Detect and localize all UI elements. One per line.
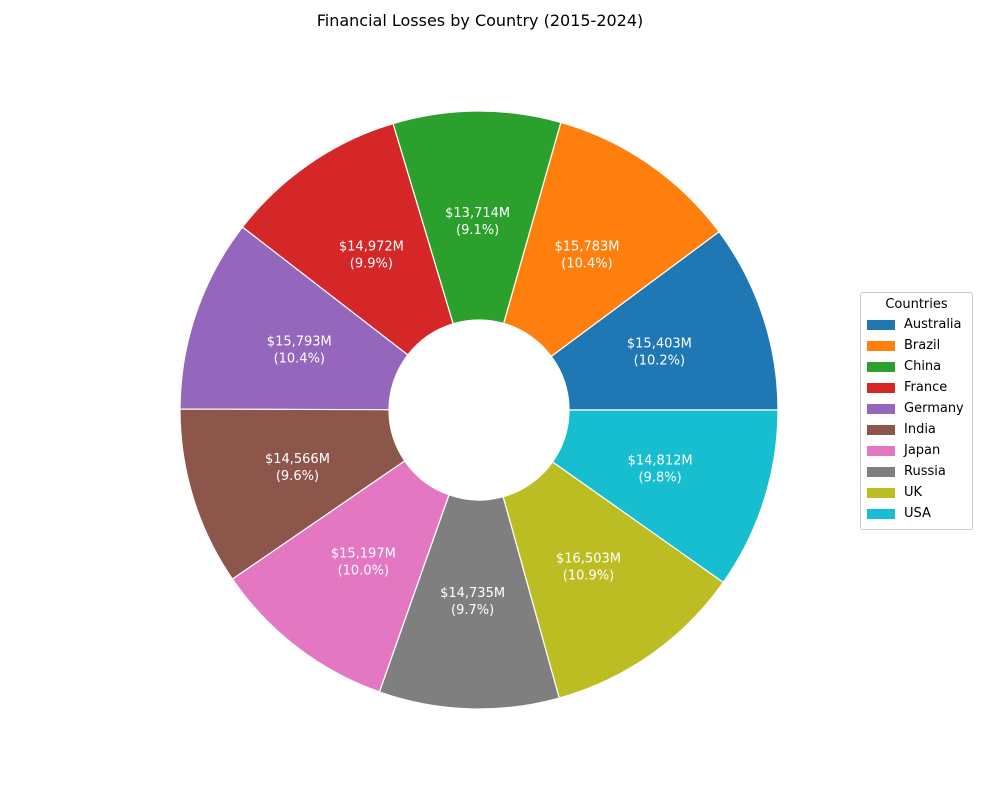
legend-swatch xyxy=(867,445,895,456)
slice-uk xyxy=(502,461,725,699)
legend-item-australia: Australia xyxy=(867,314,966,335)
legend-swatch xyxy=(867,466,895,477)
chart-title: Financial Losses by Country (2015-2024) xyxy=(316,11,644,30)
legend-item-brazil: Brazil xyxy=(867,335,966,356)
legend-swatch xyxy=(867,487,895,498)
slice-label-japan: $15,197M (10.0%) xyxy=(331,547,396,579)
slice-france xyxy=(241,122,454,356)
slice-label-australia: $15,403M (10.2%) xyxy=(627,336,692,368)
slice-label-usa: $14,812M (9.8%) xyxy=(628,453,693,485)
legend-label: Brazil xyxy=(904,338,941,353)
legend-label: Australia xyxy=(904,317,962,332)
legend-swatch xyxy=(867,403,895,414)
legend-label: India xyxy=(904,422,936,437)
legend-rows: Australia Brazil China France Germany India Ja… xyxy=(867,314,966,524)
slice-usa xyxy=(551,409,779,584)
slice-label-china: $13,714M (9.1%) xyxy=(445,206,510,238)
legend-label: Japan xyxy=(904,443,941,458)
slice-japan xyxy=(231,460,450,693)
slice-labels-group: $15,403M (10.2%) $15,783M (10.4%) $13,714M (9… xyxy=(265,206,693,618)
legend-label: UK xyxy=(904,485,923,500)
legend-label: France xyxy=(904,380,948,395)
legend-swatch xyxy=(867,340,895,351)
legend-swatch xyxy=(867,319,895,330)
slice-germany xyxy=(179,226,409,411)
legend-label: Germany xyxy=(904,401,964,416)
slices-group xyxy=(179,110,779,710)
legend-swatch xyxy=(867,508,895,519)
slice-label-russia: $14,735M (9.7%) xyxy=(440,586,505,618)
legend-swatch xyxy=(867,382,895,393)
slice-australia xyxy=(550,230,779,411)
slice-russia xyxy=(378,494,561,710)
legend-item-germany: Germany xyxy=(867,398,966,419)
slice-brazil xyxy=(502,121,720,358)
legend-swatch xyxy=(867,424,895,435)
legend-label: China xyxy=(904,359,942,374)
slice-label-germany: $15,793M (10.4%) xyxy=(267,334,332,366)
legend-item-china: China xyxy=(867,356,966,377)
legend: Countries Australia Brazil China France Germ… xyxy=(860,292,973,530)
slice-india xyxy=(179,408,406,580)
legend-item-usa: USA xyxy=(867,503,966,524)
legend-item-india: India xyxy=(867,419,966,440)
slice-label-india: $14,566M (9.6%) xyxy=(265,452,330,484)
legend-item-russia: Russia xyxy=(867,461,966,482)
slice-label-france: $14,972M (9.9%) xyxy=(339,239,404,271)
legend-label: Russia xyxy=(904,464,946,479)
legend-label: USA xyxy=(904,506,931,521)
legend-swatch xyxy=(867,361,895,372)
slice-label-brazil: $15,783M (10.4%) xyxy=(555,240,620,272)
slice-china xyxy=(392,110,562,325)
legend-title: Countries xyxy=(885,297,948,312)
slice-label-uk: $16,503M (10.9%) xyxy=(556,551,621,583)
legend-item-japan: Japan xyxy=(867,440,966,461)
legend-item-uk: UK xyxy=(867,482,966,503)
legend-item-france: France xyxy=(867,377,966,398)
